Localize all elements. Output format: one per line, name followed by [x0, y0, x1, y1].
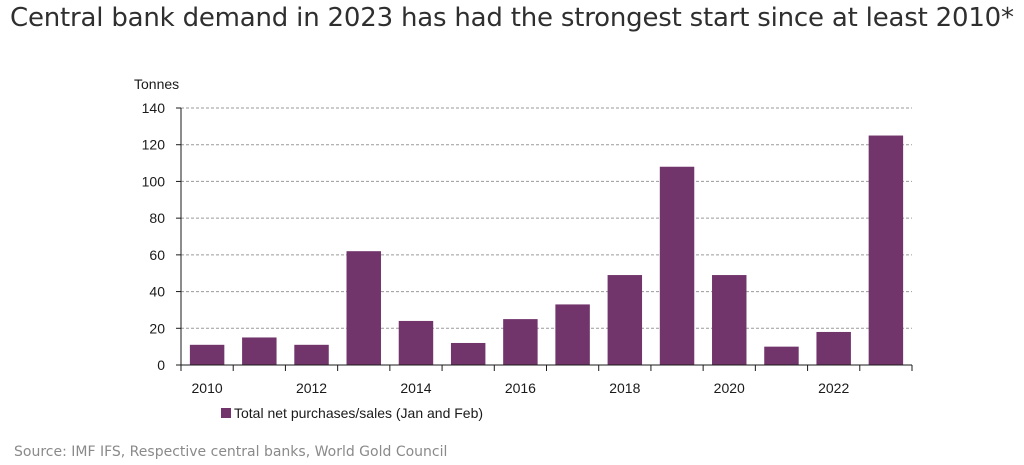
y-tick-label: 20 [149, 320, 165, 336]
bar-2011 [242, 337, 277, 365]
x-tick-label: 2020 [714, 380, 745, 396]
bar-2023 [868, 135, 904, 365]
bar-2017 [555, 304, 590, 365]
bar-2018 [607, 275, 643, 365]
legend-swatch [221, 408, 231, 418]
y-tick-label: 120 [142, 137, 166, 153]
source-note: Source: IMF IFS, Respective central bank… [14, 444, 448, 460]
y-tick-label: 80 [149, 210, 165, 226]
y-tick-label: 140 [142, 100, 166, 116]
legend-label: Total net purchases/sales (Jan and Feb) [234, 405, 483, 421]
bars [189, 135, 904, 365]
x-tick-label: 2014 [400, 380, 431, 396]
axes [176, 107, 913, 371]
bar-2021 [764, 346, 799, 365]
y-tick-label: 0 [157, 357, 165, 373]
x-tick-label: 2018 [609, 380, 640, 396]
bar-2014 [398, 320, 434, 365]
bar-2010 [189, 344, 225, 365]
legend: Total net purchases/sales (Jan and Feb) [221, 405, 483, 421]
x-tick-label: 2016 [505, 380, 536, 396]
y-tick-label: 40 [149, 284, 165, 300]
bar-2012 [294, 344, 329, 365]
y-tick-label: 60 [149, 247, 165, 263]
y-tick-label: 100 [142, 173, 166, 189]
bar-2019 [659, 166, 695, 365]
bar-2022 [816, 331, 851, 365]
x-tick-label: 2012 [296, 380, 327, 396]
bar-2015 [450, 342, 486, 365]
x-tick-label: 2022 [818, 380, 849, 396]
y-axis-label: Tonnes [134, 76, 179, 92]
bar-2020 [712, 275, 747, 365]
y-tick-labels: 0 20 40 60 80 100 120 140 [142, 100, 166, 373]
chart-title: Central bank demand in 2023 has had the … [10, 3, 1014, 33]
bar-2013 [346, 251, 381, 365]
bar-2016 [503, 319, 538, 365]
x-tick-label: 2010 [192, 380, 223, 396]
gridlines [181, 107, 912, 329]
x-tick-labels: 2010 2012 2014 2016 2018 2020 2022 [192, 380, 850, 396]
